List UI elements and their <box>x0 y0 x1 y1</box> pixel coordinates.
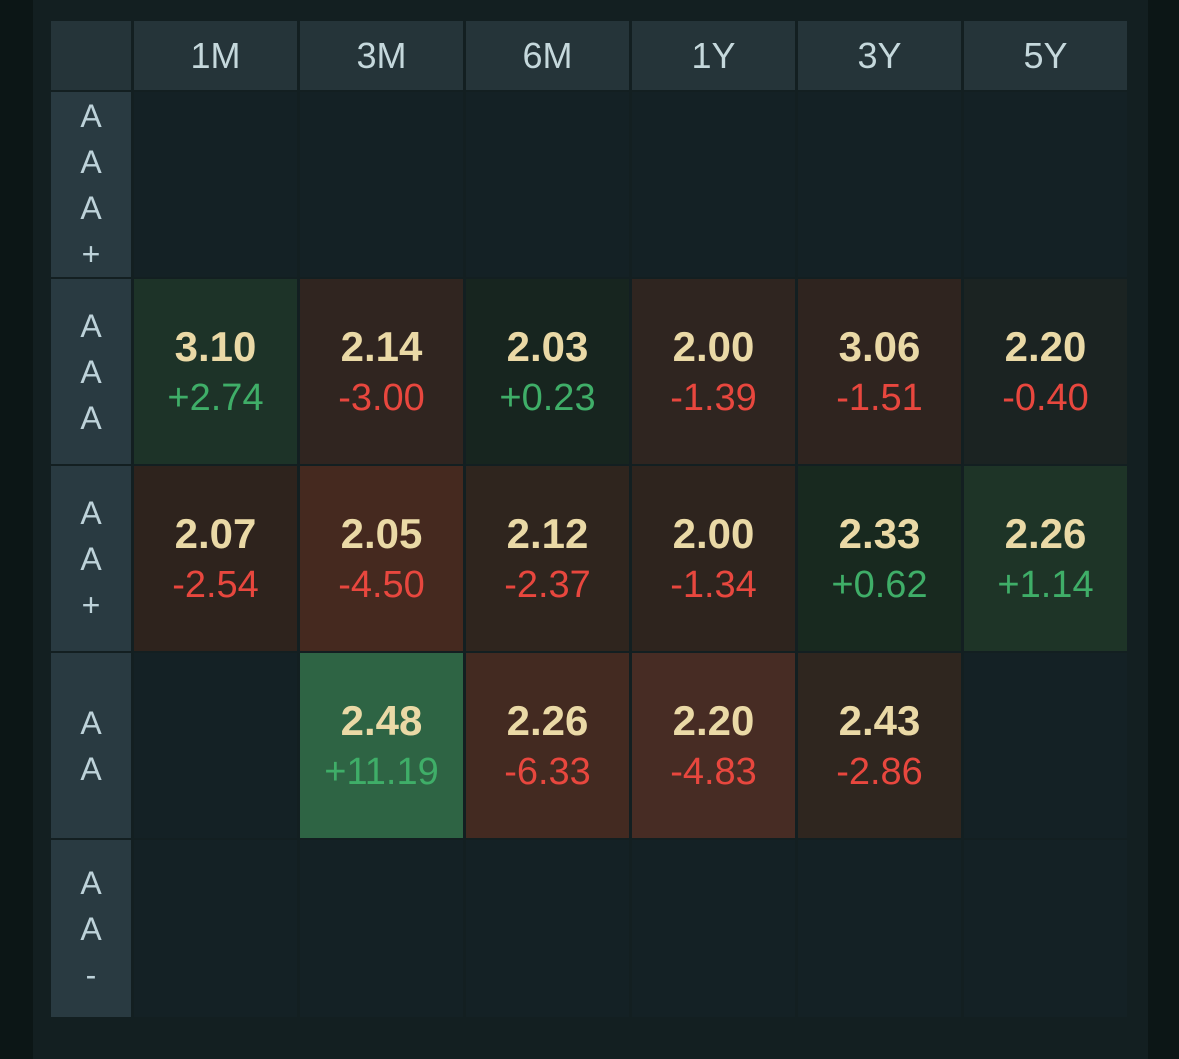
cell-value: 2.26 <box>506 696 589 744</box>
cell-change: +11.19 <box>324 750 439 793</box>
cell-aaa-1m[interactable]: 3.10 +2.74 <box>134 279 297 464</box>
cell-change: +0.62 <box>831 563 928 606</box>
row-label-aa-plus: A A + <box>51 466 131 651</box>
cell-aa-minus-6m-empty <box>466 840 629 1017</box>
row-label-char: A <box>80 399 102 436</box>
row-label-aaa-plus: A A A + <box>51 92 131 277</box>
row-label-char: A <box>80 189 102 226</box>
cell-aa-3y[interactable]: 2.43 -2.86 <box>798 653 961 838</box>
cell-change: -4.50 <box>338 563 425 606</box>
cell-value: 2.43 <box>838 696 921 744</box>
cell-change: -3.00 <box>338 376 425 419</box>
cell-change: +1.14 <box>997 563 1094 606</box>
cell-aaa-6m[interactable]: 2.03 +0.23 <box>466 279 629 464</box>
row-label-char: A <box>80 704 102 741</box>
cell-aa-5y-empty <box>964 653 1127 838</box>
row-label-char: + <box>81 586 101 623</box>
cell-aa-plus-1m[interactable]: 2.07 -2.54 <box>134 466 297 651</box>
cell-value: 2.00 <box>672 322 755 370</box>
row-label-char: A <box>80 97 102 134</box>
cell-value: 2.48 <box>340 696 423 744</box>
cell-aaa-plus-3m-empty <box>300 92 463 277</box>
row-label-char: A <box>80 353 102 390</box>
cell-change: -1.51 <box>836 376 923 419</box>
cell-aa-1y[interactable]: 2.20 -4.83 <box>632 653 795 838</box>
cell-aaa-plus-6m-empty <box>466 92 629 277</box>
cell-change: +2.74 <box>167 376 264 419</box>
cell-aa-minus-3y-empty <box>798 840 961 1017</box>
cell-value: 2.26 <box>1004 509 1087 557</box>
cell-value: 2.05 <box>340 509 423 557</box>
cell-aa-1m-empty <box>134 653 297 838</box>
row-label-char: A <box>80 910 102 947</box>
cell-aa-plus-3y[interactable]: 2.33 +0.62 <box>798 466 961 651</box>
cell-aaa-1y[interactable]: 2.00 -1.39 <box>632 279 795 464</box>
cell-aaa-plus-3y-empty <box>798 92 961 277</box>
row-label-char: A <box>80 494 102 531</box>
cell-aa-plus-3m[interactable]: 2.05 -4.50 <box>300 466 463 651</box>
cell-aa-minus-1y-empty <box>632 840 795 1017</box>
row-label-char: - <box>85 956 97 993</box>
cell-value: 2.14 <box>340 322 423 370</box>
cell-aa-minus-1m-empty <box>134 840 297 1017</box>
cell-change: -2.37 <box>504 563 591 606</box>
cell-change: -2.54 <box>172 563 259 606</box>
cell-aa-minus-3m-empty <box>300 840 463 1017</box>
cell-change: +0.23 <box>499 376 596 419</box>
cell-aa-6m[interactable]: 2.26 -6.33 <box>466 653 629 838</box>
heatmap-panel: 1M 3M 6M 1Y 3Y 5Y A A A + A A A 3.10 +2.74 2.14 -3.00 2.0… <box>33 0 1148 1059</box>
rates-heatmap-grid: 1M 3M 6M 1Y 3Y 5Y A A A + A A A 3.10 +2.74 2.14 -3.00 2.0… <box>51 21 1127 1017</box>
corner-cell <box>51 21 131 90</box>
cell-value: 2.03 <box>506 322 589 370</box>
row-label-char: A <box>80 750 102 787</box>
row-label-char: A <box>80 143 102 180</box>
cell-aaa-3y[interactable]: 3.06 -1.51 <box>798 279 961 464</box>
cell-aaa-5y[interactable]: 2.20 -0.40 <box>964 279 1127 464</box>
cell-value: 2.20 <box>672 696 755 744</box>
cell-change: -1.34 <box>670 563 757 606</box>
row-label-char: + <box>81 235 101 272</box>
column-header-3m: 3M <box>300 21 463 90</box>
cell-aaa-3m[interactable]: 2.14 -3.00 <box>300 279 463 464</box>
cell-value: 2.07 <box>174 509 257 557</box>
cell-change: -1.39 <box>670 376 757 419</box>
cell-aaa-plus-1y-empty <box>632 92 795 277</box>
cell-value: 2.00 <box>672 509 755 557</box>
column-header-5y: 5Y <box>964 21 1127 90</box>
cell-aa-minus-5y-empty <box>964 840 1127 1017</box>
row-label-char: A <box>80 540 102 577</box>
cell-change: -2.86 <box>836 750 923 793</box>
cell-value: 2.33 <box>838 509 921 557</box>
cell-aa-plus-5y[interactable]: 2.26 +1.14 <box>964 466 1127 651</box>
cell-value: 3.10 <box>174 322 257 370</box>
cell-value: 3.06 <box>838 322 921 370</box>
cell-change: -0.40 <box>1002 376 1089 419</box>
row-label-char: A <box>80 864 102 901</box>
cell-value: 2.12 <box>506 509 589 557</box>
column-header-3y: 3Y <box>798 21 961 90</box>
row-label-char: A <box>80 307 102 344</box>
column-header-1y: 1Y <box>632 21 795 90</box>
cell-change: -4.83 <box>670 750 757 793</box>
column-header-1m: 1M <box>134 21 297 90</box>
cell-aa-3m[interactable]: 2.48 +11.19 <box>300 653 463 838</box>
cell-aa-plus-6m[interactable]: 2.12 -2.37 <box>466 466 629 651</box>
cell-aaa-plus-5y-empty <box>964 92 1127 277</box>
column-header-6m: 6M <box>466 21 629 90</box>
cell-aaa-plus-1m-empty <box>134 92 297 277</box>
cell-aa-plus-1y[interactable]: 2.00 -1.34 <box>632 466 795 651</box>
cell-change: -6.33 <box>504 750 591 793</box>
cell-value: 2.20 <box>1004 322 1087 370</box>
